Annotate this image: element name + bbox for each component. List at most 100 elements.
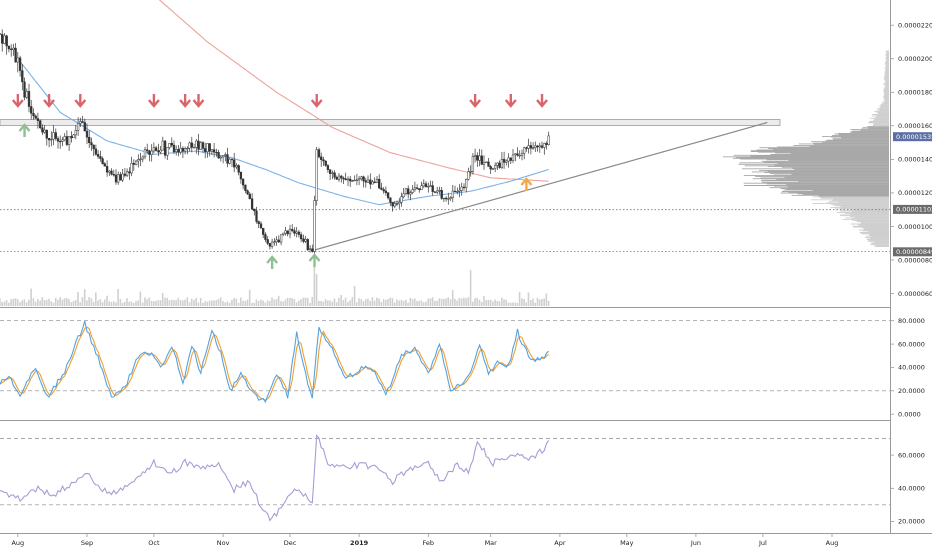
volume-bar [434, 300, 436, 306]
volume-bar [407, 302, 409, 306]
volume-bar [349, 300, 351, 306]
volume-bar [382, 299, 385, 306]
candle-body [192, 147, 196, 149]
candle-body [212, 149, 216, 153]
volume-bar [547, 301, 550, 306]
buy-arrow-head [520, 177, 533, 186]
volume-bar [244, 300, 247, 306]
volume-bar [393, 302, 396, 306]
candle-body [134, 160, 138, 165]
volume-bar [240, 297, 242, 306]
volume-bar [277, 295, 280, 306]
volume-bar [492, 301, 494, 306]
volume-bar [467, 297, 470, 306]
candle-body [306, 239, 309, 251]
volume-bar [269, 301, 271, 306]
candle-body [119, 174, 122, 181]
volume-bar [34, 301, 37, 306]
candle-body [324, 160, 327, 166]
volume-bar [487, 300, 490, 306]
candle-body [85, 130, 89, 138]
volume-bar [83, 289, 86, 306]
volume-bar [61, 299, 64, 306]
candle-body [547, 135, 550, 145]
volume-bar [458, 298, 461, 306]
volume-bar [108, 301, 110, 306]
volume-bar [132, 302, 135, 306]
volume-bar [199, 298, 202, 306]
volume-bar [385, 300, 387, 306]
volume-bar [322, 301, 325, 306]
candle-body [183, 148, 187, 152]
volume-bar [150, 300, 153, 306]
candle-body [460, 186, 463, 191]
candle-body [360, 176, 363, 180]
candle-body [7, 45, 11, 50]
volume-bar [115, 302, 117, 306]
candle-body [233, 159, 236, 168]
candle-body [266, 239, 269, 244]
volume-bar [92, 301, 95, 306]
candle-body [210, 149, 214, 152]
candle-body [188, 142, 191, 149]
candle-body [487, 161, 490, 167]
candle-body [507, 157, 510, 162]
sell-arrow-head [179, 99, 192, 108]
volume-bar [19, 302, 21, 306]
volume-bar [188, 302, 191, 306]
candle-body [248, 193, 251, 199]
candle-body [181, 147, 185, 152]
volume-bar [338, 298, 340, 306]
candle-body [505, 160, 508, 163]
volume-bar [37, 299, 39, 306]
candle-body [121, 173, 124, 181]
volume-bar [242, 300, 244, 306]
candle-body [32, 113, 35, 117]
volume-bar [503, 299, 505, 306]
volume-bar [311, 297, 313, 306]
candle-body [404, 188, 408, 195]
volume-bar [485, 300, 487, 306]
candle-body [123, 173, 127, 176]
candle-body [346, 178, 350, 181]
candle-body [221, 155, 225, 158]
volume-bar [315, 274, 318, 306]
candle-body [257, 221, 260, 224]
volume-bar [427, 298, 429, 306]
volume-bar [112, 301, 115, 306]
candle-body [224, 154, 227, 156]
candle-body [34, 115, 37, 119]
volume-bar [235, 298, 238, 306]
sell-arrow-icon [179, 94, 192, 108]
stoch-axis-label: 40.0000 [898, 364, 925, 372]
volume-bar [106, 295, 108, 306]
volume-bar [168, 300, 171, 306]
candle-body [308, 248, 312, 251]
volume-bar [347, 302, 349, 306]
volume-bar [233, 298, 235, 306]
candle-body [154, 147, 158, 152]
volume-bar [173, 300, 175, 306]
candle-body [230, 158, 234, 161]
volume-bar [429, 298, 432, 306]
candle-body [326, 165, 330, 170]
candle-body [293, 230, 296, 234]
candle-body [424, 183, 428, 188]
volume-bar [23, 299, 26, 306]
volume-bar [166, 297, 168, 306]
volume-bar [507, 302, 510, 306]
candle-body [429, 185, 432, 187]
volume-bar [460, 298, 463, 306]
volume-bar [480, 302, 483, 306]
candle-body [262, 227, 265, 235]
volume-bar [463, 297, 465, 306]
candle-body [117, 174, 120, 183]
candle-body [250, 198, 254, 210]
candle-body [199, 142, 202, 150]
volume-bar [286, 298, 289, 306]
volume-bar [298, 300, 300, 306]
